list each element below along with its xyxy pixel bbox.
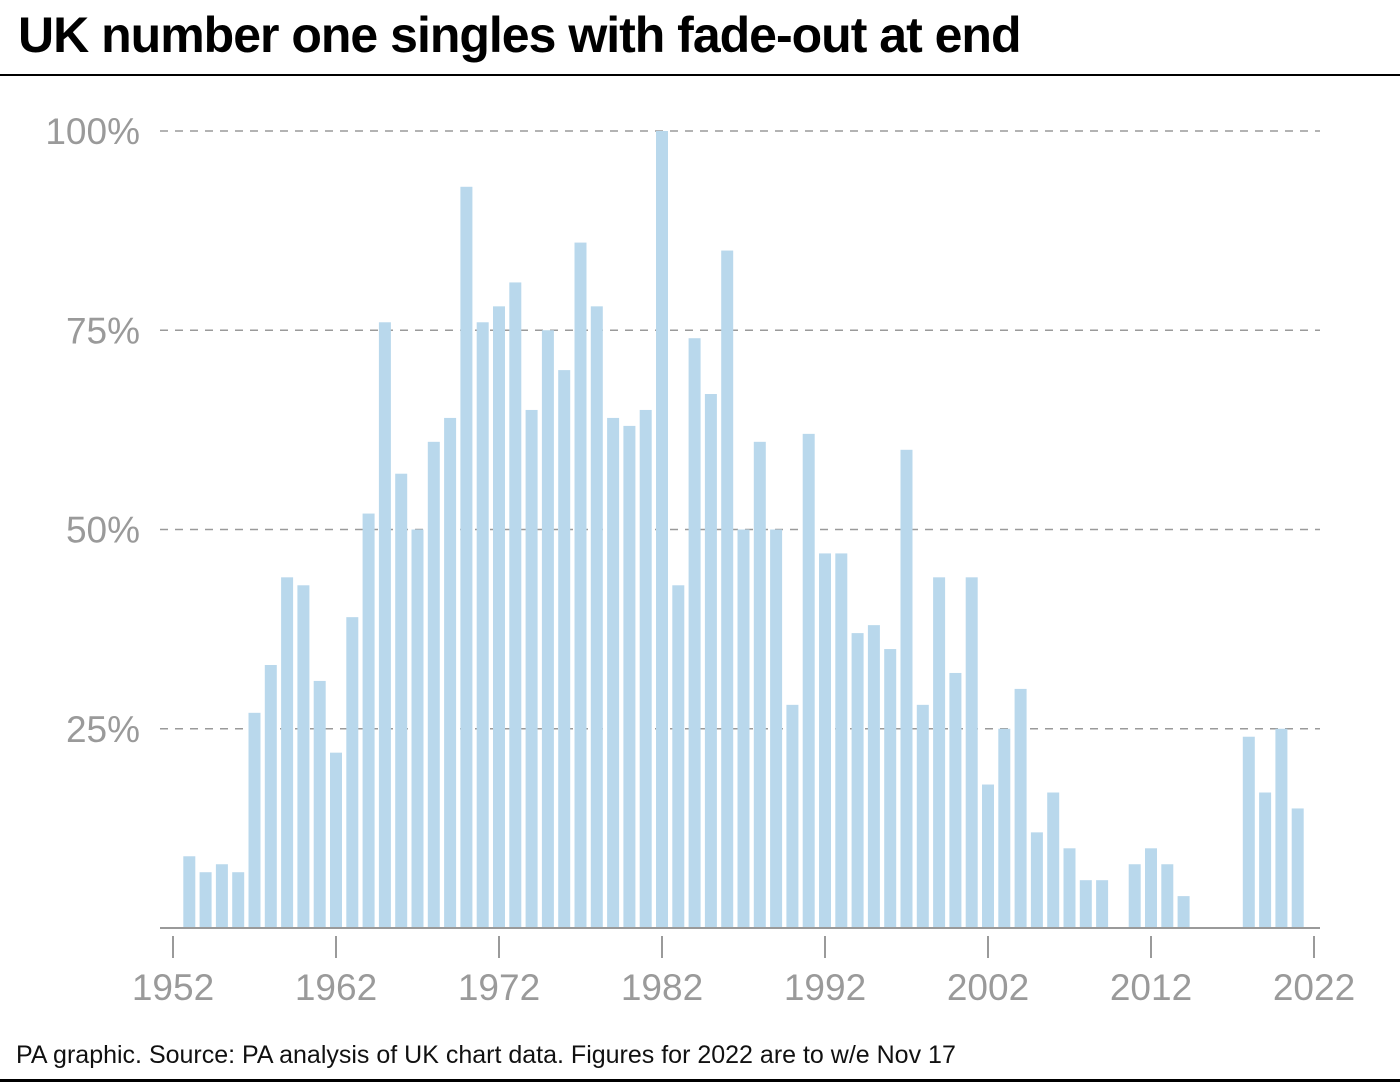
bar (395, 473, 408, 928)
bar (1030, 832, 1043, 928)
bar (916, 704, 929, 928)
x-tick-label: 1972 (458, 967, 540, 1008)
bar (656, 131, 668, 928)
bottom-divider (0, 1079, 1400, 1082)
bar (264, 664, 277, 928)
bar (884, 649, 897, 928)
bar (541, 330, 554, 928)
bar (1063, 848, 1076, 928)
bar (476, 322, 489, 928)
bar (688, 338, 701, 929)
bar (672, 585, 685, 928)
bars (183, 131, 1304, 929)
bar (493, 306, 505, 929)
bar (330, 752, 342, 928)
bar (867, 625, 880, 928)
bar (933, 577, 946, 928)
bar (1096, 880, 1109, 928)
bar (444, 417, 457, 928)
bar (378, 322, 391, 928)
bar (704, 394, 717, 928)
x-tick-label: 1982 (621, 967, 703, 1008)
bar (851, 633, 864, 928)
bar (819, 553, 831, 928)
bar (232, 872, 245, 928)
bar (1014, 688, 1027, 928)
source-note: PA graphic. Source: PA analysis of UK ch… (16, 1041, 956, 1069)
x-tick-label: 1962 (295, 967, 377, 1008)
bar (1242, 736, 1255, 928)
y-tick-label: 75% (66, 310, 140, 351)
bar (558, 370, 571, 929)
x-tick-label: 1992 (784, 967, 866, 1008)
x-tick-label: 2022 (1273, 967, 1355, 1008)
gridlines (160, 130, 1320, 730)
y-tick-label: 100% (45, 111, 140, 152)
bar (1079, 880, 1092, 928)
bar (1145, 848, 1157, 928)
bar (509, 282, 522, 928)
bar (215, 864, 228, 928)
x-axis (160, 927, 1320, 958)
bar (1177, 896, 1190, 928)
bar (982, 784, 994, 928)
bar (770, 529, 783, 928)
bar (1047, 792, 1060, 928)
x-tick-label: 2012 (1110, 967, 1192, 1008)
bar (590, 306, 603, 929)
bar (460, 186, 473, 929)
bar (737, 529, 750, 928)
bar (965, 577, 978, 928)
bar (1259, 792, 1272, 928)
bar (721, 250, 734, 929)
y-tick-label: 50% (66, 510, 140, 551)
bar (607, 417, 620, 928)
bar (786, 704, 799, 928)
bar (346, 617, 359, 928)
bar (753, 441, 766, 928)
bar (313, 680, 326, 928)
bar (183, 856, 196, 928)
bar (802, 433, 815, 928)
bar (1161, 864, 1174, 928)
tick-labels: 25% 50% 75% 100% 1952 1962 1972 1982 1992 2002 201… (45, 111, 1355, 1008)
x-tick-label: 1952 (132, 967, 214, 1008)
x-tick-label: 2002 (947, 967, 1029, 1008)
title-divider (0, 74, 1400, 76)
bar (362, 513, 375, 928)
bar (525, 409, 538, 928)
bar-chart: 25% 50% 75% 100% 1952 1962 1972 1982 1992 2002 201… (45, 111, 1355, 1008)
bar (1275, 728, 1288, 928)
bar (835, 553, 848, 928)
bar (623, 425, 636, 928)
bar (949, 672, 962, 928)
bar (297, 585, 310, 928)
bar (248, 712, 261, 928)
bar (1128, 864, 1141, 928)
bar (900, 449, 913, 928)
bar (281, 577, 294, 928)
bar (574, 242, 587, 928)
chart-title: UK number one singles with fade-out at e… (18, 7, 1022, 63)
bar (998, 728, 1011, 928)
bar (639, 409, 652, 928)
bar (411, 529, 424, 928)
bar (1291, 808, 1304, 928)
y-tick-label: 25% (66, 709, 140, 750)
bar (199, 872, 212, 928)
bar (427, 441, 440, 928)
